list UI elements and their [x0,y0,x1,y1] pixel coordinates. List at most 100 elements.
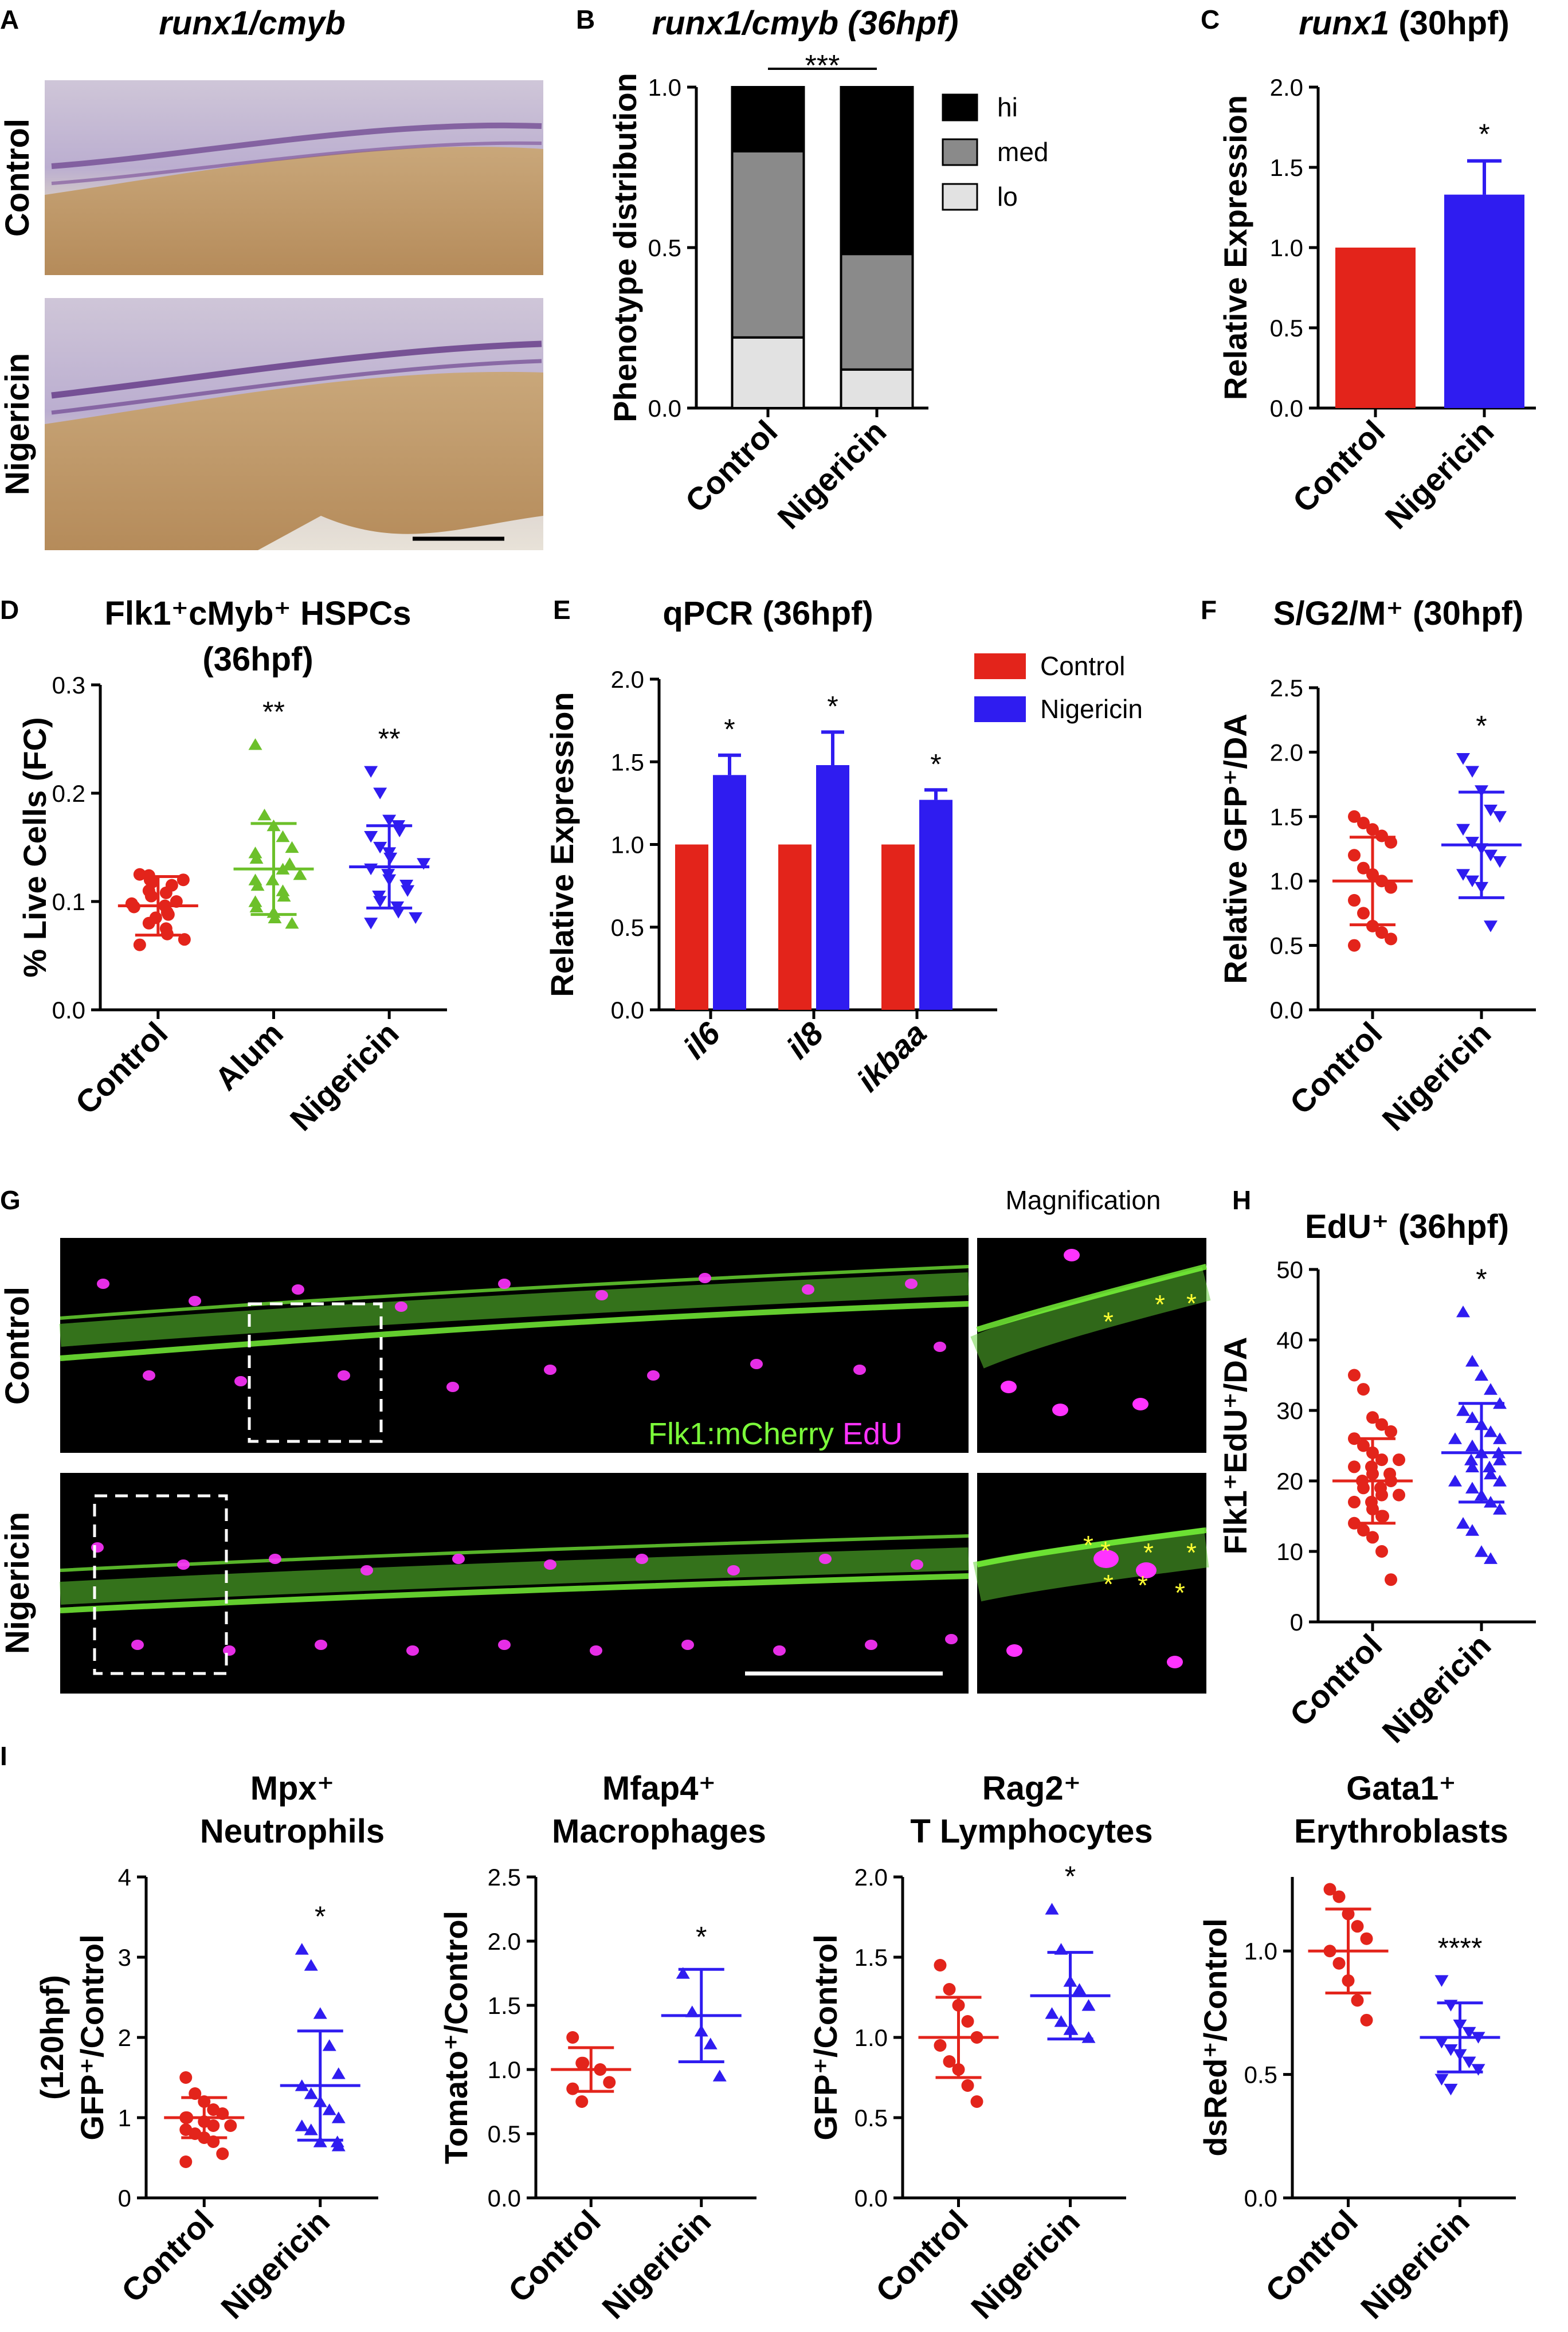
bar-Nigericin [713,775,746,1010]
x-tick-label: il8 [779,1014,830,1065]
panel-i2-subtitle: Macrophages [552,1813,766,1850]
panel-letter-g: G [0,1185,21,1215]
x-tick-label: Nigericin [214,2203,336,2326]
data-point [248,846,262,859]
data-point [575,2095,589,2108]
data-point [1366,1411,1379,1424]
data-point [1493,856,1507,868]
panel-i3-subtitle: T Lymphocytes [910,1813,1153,1850]
ish-image-nigericin [45,298,543,550]
marker-asterisk: * [1103,1569,1114,1599]
y-tick-label: 0.5 [611,914,644,941]
data-point [1493,811,1507,823]
panel-a-row-label-control: Control [0,119,36,237]
data-point [934,1959,947,1972]
edu-nuclei-nigericin [91,1542,958,1656]
y-tick-label: 2.5 [488,1864,521,1891]
data-point [276,884,290,896]
zoom-box-control [248,1302,383,1443]
data-point [133,938,146,951]
data-point [313,2007,327,2019]
bar-segment-lo [840,368,914,409]
data-point [1357,1481,1370,1495]
data-point [373,841,387,854]
data-point [1348,1495,1361,1508]
data-point [1456,824,1470,836]
y-tick-label: 1.0 [611,832,644,859]
x-tick-label: Nigericin [1354,2203,1476,2326]
data-point [304,2087,318,2099]
data-point [248,738,262,750]
data-point [249,852,264,864]
significance-label: * [930,748,941,780]
x-tick-label: Nigericin [1375,1015,1498,1138]
data-point [1357,907,1370,920]
panel-d: D Flk1⁺cMyb⁺ HSPCs (36hpf) 0.0 0.1 0.2 0.3%… [0,595,447,1138]
y-tick-label: 1.0 [648,74,681,101]
bar-segment-med [731,150,805,339]
data-point [1045,1903,1059,1915]
data-point [295,2119,309,2131]
data-point [1465,766,1479,778]
y-tick-label: 2.0 [611,666,644,693]
x-tick-label: Nigericin [1378,413,1500,536]
data-point [1357,817,1370,830]
x-tick-label: Control [1283,1015,1389,1121]
data-point [961,2079,974,2092]
y-tick-label: 0.5 [1270,315,1303,342]
legend-label: hi [997,92,1018,122]
data-point [1393,1453,1405,1467]
panel-letter-d: D [0,595,19,625]
x-tick-label: Control [114,2203,220,2309]
chart-i3: 0.0 0.5 1.0 1.5 2.0 GFP⁺/Control * ControlNiger… [807,1860,1126,2326]
significance-label: * [1065,1860,1076,1892]
data-point [224,2119,237,2132]
marker-asterisk: * [1175,1578,1185,1608]
significance-label: * [1479,118,1489,150]
panel-a-row-label-nigericin: Nigericin [0,353,36,495]
data-point [1366,1531,1379,1544]
marker-asterisk: * [1083,1530,1093,1560]
data-point [1081,1999,1096,2011]
data-point [401,885,415,897]
y-tick-label: 1.0 [488,2056,521,2083]
panel-d-subtitle: (36hpf) [202,641,313,678]
panel-h: H EdU⁺ (36hpf) 0 10 20 30 40 50 Flk1⁺EdU⁺/DA * C… [1217,1185,1536,1750]
legend-flk1: Flk1:mCherry [648,1417,834,1451]
data-point [207,2119,220,2132]
x-tick-label: Control [501,2203,607,2309]
significance-label: ** [378,723,401,755]
panel-b-title: runx1/cmyb (36hpf) [652,5,959,42]
legend-swatch [942,183,978,211]
significance-label: * [696,1921,707,1953]
y-tick-label: 2.0 [488,1928,521,1955]
panel-i4-title: Gata1⁺ [1346,1770,1456,1807]
data-point [331,2139,346,2151]
data-point [178,933,191,946]
legend-label: Control [1040,651,1125,681]
y-tick-label: 1 [118,2104,131,2131]
data-point [1493,1432,1507,1444]
panel-i3-title: Rag2⁺ [982,1770,1081,1807]
y-tick-label: 2.5 [1270,675,1303,701]
panel-g-row-label-control: Control [0,1287,36,1405]
y-tick-label: 0.0 [854,2185,888,2212]
data-point [162,908,175,921]
y-tick-label: 0.5 [854,2104,888,2131]
data-point [1484,1425,1498,1437]
data-point [268,911,282,923]
confocal-image-nigericin [59,1473,969,1694]
panel-letter-f: F [1201,595,1217,625]
y-tick-label: 0.3 [52,672,85,699]
y-tick-label: 2.0 [854,1864,888,1891]
x-tick-label: Control [678,413,784,519]
data-point [1351,1994,1364,2007]
x-tick-label: Nigericin [964,2203,1087,2326]
y-tick-label: 0.5 [648,234,681,261]
data-point [277,889,291,902]
data-point [248,895,262,907]
panel-letter-c: C [1201,5,1220,34]
data-point [322,2039,336,2051]
x-tick-label: ikbaa [850,1015,934,1099]
panel-g-magnification-label: Magnification [1005,1185,1161,1215]
